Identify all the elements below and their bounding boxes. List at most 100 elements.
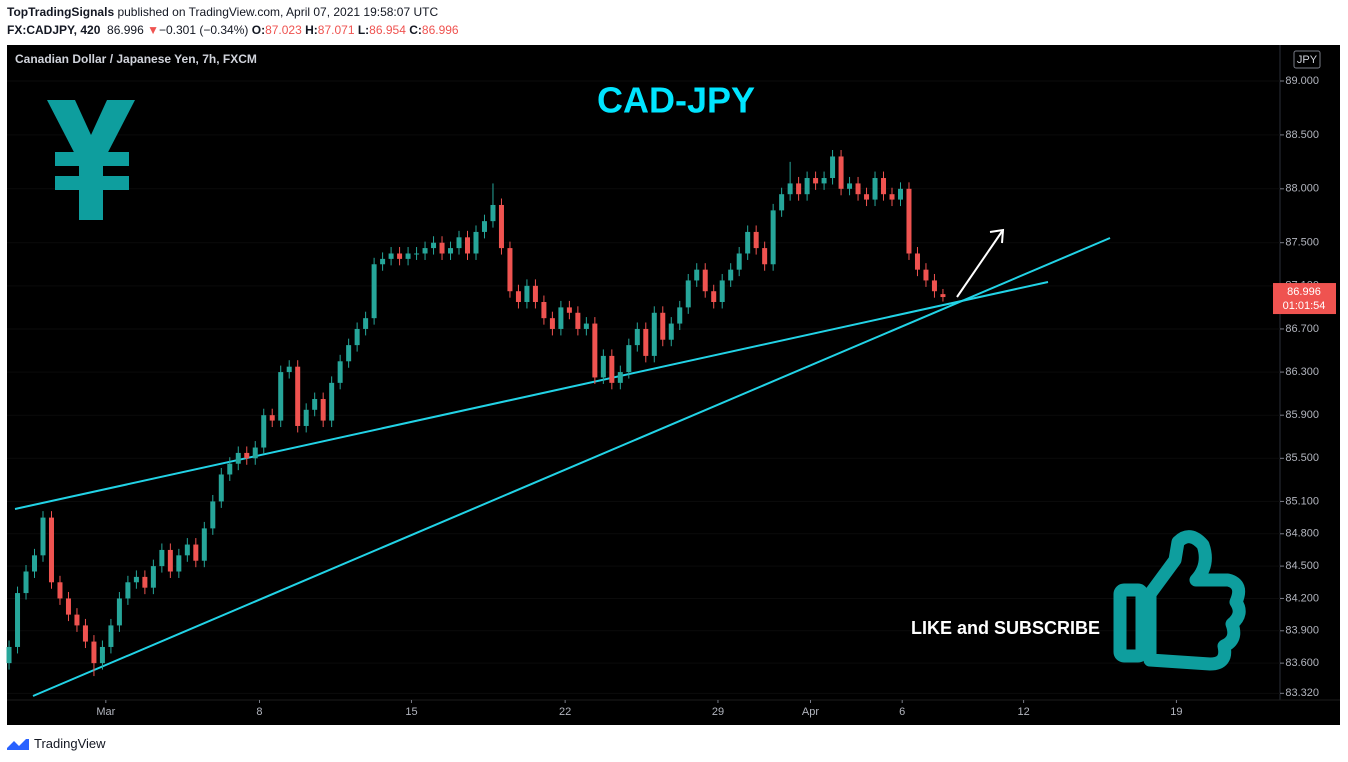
last-price: 86.996 <box>1287 286 1321 298</box>
candle-body <box>473 231 479 254</box>
candle-body <box>346 345 352 362</box>
candle-body <box>813 178 819 184</box>
candle-body <box>804 178 810 195</box>
candle-body <box>583 323 589 329</box>
candle-body <box>855 183 861 195</box>
c: 86.996 <box>421 23 459 37</box>
candle-body <box>125 582 131 599</box>
candle-body <box>448 248 454 254</box>
candle-body <box>677 307 683 324</box>
candles <box>6 149 946 677</box>
y-tick-label: 83.320 <box>1285 687 1319 699</box>
l-label: L: <box>357 23 370 37</box>
candle-body <box>295 366 301 426</box>
candle-body <box>592 323 598 378</box>
candle-body <box>40 517 46 556</box>
candle-body <box>881 178 887 195</box>
candle-body <box>91 641 97 664</box>
candle-body <box>278 372 284 421</box>
candle-body <box>363 318 369 329</box>
candle-body <box>74 614 80 626</box>
candle-body <box>57 582 63 599</box>
candle-body <box>133 576 139 583</box>
candle-body <box>193 544 199 561</box>
candle-body <box>838 156 844 189</box>
chart-background <box>7 45 1340 725</box>
arrow <box>956 228 1005 298</box>
y-tick-label: 87.500 <box>1285 237 1319 249</box>
candle-body <box>719 280 725 302</box>
x-tick-label: 6 <box>899 706 905 718</box>
y-tick-label: 84.800 <box>1285 528 1319 540</box>
y-tick-label: 85.900 <box>1285 409 1319 421</box>
candle-body <box>82 625 88 642</box>
candle-body <box>99 646 105 664</box>
x-tick-label: 12 <box>1017 706 1029 718</box>
y-tick-label: 86.300 <box>1285 366 1319 378</box>
candle-body <box>864 194 870 200</box>
candle-body <box>532 285 538 302</box>
candle-body <box>728 269 734 281</box>
candle-body <box>711 291 717 302</box>
candle-body <box>498 204 504 249</box>
x-tick-label: 29 <box>712 706 724 718</box>
candle-body <box>889 194 895 200</box>
x-tick-label: 15 <box>405 706 417 718</box>
candle-body <box>431 242 437 249</box>
candle-body <box>150 566 156 588</box>
x-tick-label: Mar <box>96 706 115 718</box>
chart-title: Canadian Dollar / Japanese Yen, 7h, FXCM <box>15 52 257 66</box>
candle-body <box>261 415 267 448</box>
candle-body <box>252 447 258 459</box>
candle-body <box>685 280 691 308</box>
candle-body <box>634 328 640 346</box>
candle-body <box>354 328 360 346</box>
annotation-cta: LIKE and SUBSCRIBE <box>911 618 1100 638</box>
candle-body <box>23 571 29 594</box>
trend-line <box>32 237 1111 697</box>
candle-body <box>558 307 564 329</box>
author[interactable]: TopTradingSignals <box>7 5 115 19</box>
candle-body <box>456 237 462 249</box>
candle-body <box>566 307 572 313</box>
candle-body <box>48 517 54 583</box>
countdown: 01:01:54 <box>1283 300 1326 312</box>
candle-body <box>753 231 759 249</box>
candle-body <box>830 156 836 179</box>
candle-body <box>159 549 165 567</box>
candle-body <box>617 372 623 383</box>
candle-body <box>32 555 38 572</box>
candle-body <box>872 178 878 200</box>
grid <box>7 80 1280 694</box>
candle-body <box>388 253 394 259</box>
candle-body <box>702 269 708 292</box>
candle-body <box>897 188 903 200</box>
candle-body <box>414 253 420 255</box>
candle-body <box>651 312 657 356</box>
candle-body <box>244 452 250 459</box>
yen-icon <box>47 100 135 220</box>
candle-body <box>235 452 241 464</box>
y-tick-label: 85.500 <box>1285 452 1319 464</box>
candle-body <box>940 294 946 298</box>
y-tick-label: 88.000 <box>1285 183 1319 195</box>
candle-body <box>303 409 309 426</box>
price: 86.996 <box>107 23 144 37</box>
candle-body <box>847 183 853 189</box>
candle-body <box>668 323 674 340</box>
candle-body <box>779 194 785 211</box>
change: −0.301 (−0.34%) <box>158 23 249 37</box>
publish-line: TopTradingSignals published on TradingVi… <box>7 5 438 19</box>
y-tick-label: 89.000 <box>1285 75 1319 87</box>
candle-body <box>320 399 326 421</box>
footer-brand[interactable]: TradingView <box>34 736 106 751</box>
candle-body <box>329 382 335 421</box>
annotation-title: CAD-JPY <box>597 80 755 121</box>
candle-body <box>380 258 386 265</box>
candle-body <box>405 253 411 259</box>
candle-body <box>762 248 768 265</box>
candle-body <box>609 355 615 383</box>
candle-body <box>524 285 530 302</box>
candle-body <box>770 210 776 265</box>
symbol: FX:CADJPY, 420 <box>7 23 101 37</box>
